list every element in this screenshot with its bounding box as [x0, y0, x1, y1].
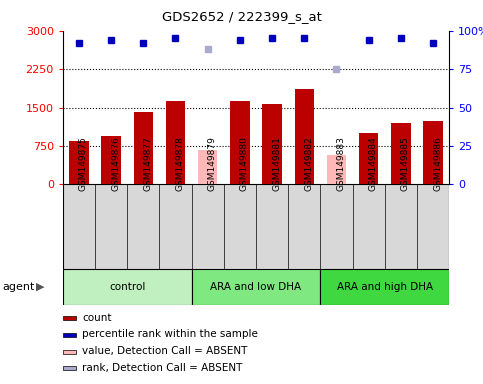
Text: GSM149883: GSM149883	[337, 136, 345, 191]
Bar	[424, 121, 443, 184]
Bar	[262, 104, 282, 184]
Bar	[359, 133, 378, 184]
Text: GSM149885: GSM149885	[401, 136, 410, 191]
Text: ▶: ▶	[36, 282, 45, 292]
Bar	[391, 123, 411, 184]
Text: GDS2652 / 222399_s_at: GDS2652 / 222399_s_at	[161, 10, 322, 23]
Bar	[63, 366, 76, 370]
Text: percentile rank within the sample: percentile rank within the sample	[82, 329, 258, 339]
Text: ARA and high DHA: ARA and high DHA	[337, 282, 433, 292]
Text: ARA and low DHA: ARA and low DHA	[211, 282, 301, 292]
Bar	[63, 316, 76, 320]
Text: GSM149886: GSM149886	[433, 136, 442, 191]
Text: count: count	[82, 313, 112, 323]
Text: GSM149879: GSM149879	[208, 136, 217, 191]
Bar	[192, 269, 320, 305]
Text: value, Detection Call = ABSENT: value, Detection Call = ABSENT	[82, 346, 247, 356]
Text: GSM149881: GSM149881	[272, 136, 281, 191]
Text: GSM149878: GSM149878	[175, 136, 185, 191]
Text: GSM149875: GSM149875	[79, 136, 88, 191]
Bar	[230, 101, 250, 184]
Text: GSM149884: GSM149884	[369, 136, 378, 191]
Bar	[63, 269, 192, 305]
Bar	[295, 89, 314, 184]
Text: agent: agent	[2, 282, 35, 292]
Bar	[198, 149, 217, 184]
Bar	[101, 136, 121, 184]
Bar	[63, 333, 76, 337]
Bar	[69, 141, 88, 184]
Bar	[134, 112, 153, 184]
Text: GSM149877: GSM149877	[143, 136, 152, 191]
Bar	[166, 101, 185, 184]
Text: GSM149876: GSM149876	[111, 136, 120, 191]
Text: rank, Detection Call = ABSENT: rank, Detection Call = ABSENT	[82, 363, 242, 373]
Bar	[327, 155, 346, 184]
Bar	[63, 349, 76, 354]
Text: GSM149880: GSM149880	[240, 136, 249, 191]
Text: control: control	[109, 282, 145, 292]
Bar	[320, 269, 449, 305]
Text: GSM149882: GSM149882	[304, 136, 313, 191]
